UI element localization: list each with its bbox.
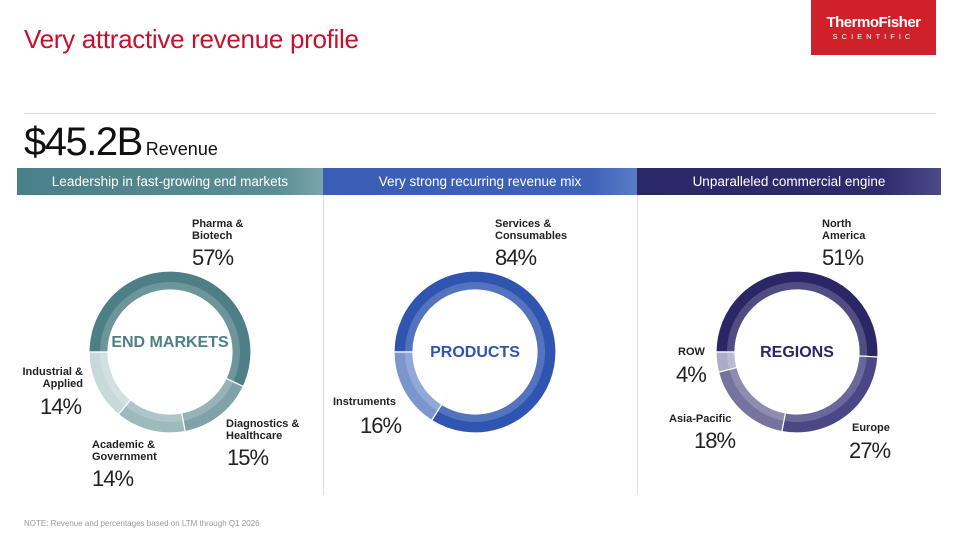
percent-label: 84% [495,245,537,270]
percent-label: 15% [227,445,269,470]
center-label-regions: REGIONS [760,344,834,361]
logo-line1: ThermoFisher [826,14,921,31]
footnote: NOTE: Revenue and percentages based on L… [24,519,260,528]
center-label-products: PRODUCTS [430,344,520,361]
donut-slice-inner-band [784,356,867,422]
revenue-value: $45.2B [24,120,143,164]
donut-slice-inner-band [729,368,785,421]
center-label-end-markets: END MARKETS [111,334,229,351]
category-label: Europe [852,422,890,434]
header-end-markets: Leadership in fast-growing end markets [17,168,323,195]
page-title: Very attractive revenue profile [24,24,359,54]
category-label: ROW [678,346,705,358]
company-logo: ThermoFisher SCIENTIFIC [811,0,936,55]
logo-line2: SCIENTIFIC [832,32,915,41]
category-label: Diagnostics & Healthcare [226,418,300,442]
category-label: Academic & Government [92,439,157,463]
donut-slice-inner-band [125,400,183,422]
donut-slice-services-consumables [393,270,557,434]
category-label: Industrial & Applied [22,366,83,390]
revenue-label: Revenue [145,139,218,159]
percent-label: 16% [360,413,402,438]
donut-slice-inner-band [405,352,442,411]
column-divider [637,195,638,495]
percent-label: 4% [676,362,707,387]
column-divider [323,195,324,495]
percent-label: 14% [92,466,134,491]
category-label: Asia-Pacific [669,413,732,425]
donut-slice-inner-band [727,282,867,356]
category-label: Instruments [333,396,396,408]
donut-slice-inner-band [727,352,737,369]
header-regions: Unparalleled commercial engine [637,168,941,195]
percent-label: 14% [40,394,82,419]
category-label: Services & Consumables [495,218,568,242]
donut-slice-inner-band [100,352,131,406]
category-label: North America [822,218,866,242]
percent-label: 57% [192,245,234,270]
category-label: Pharma & Biotech [192,218,244,242]
percent-label: 51% [822,245,864,270]
divider [24,113,936,114]
header-products: Very strong recurring revenue mix [323,168,637,195]
percent-label: 18% [694,428,736,453]
revenue-headline: $45.2B Revenue [24,120,218,165]
donut-slice-pharma-biotech [88,270,252,388]
percent-label: 27% [849,438,891,463]
donut-slice-inner-band [182,378,234,421]
donut-slice-industrial-applied [88,351,132,416]
donut-slice-row [715,351,738,373]
donut-slice-instruments [393,351,443,422]
